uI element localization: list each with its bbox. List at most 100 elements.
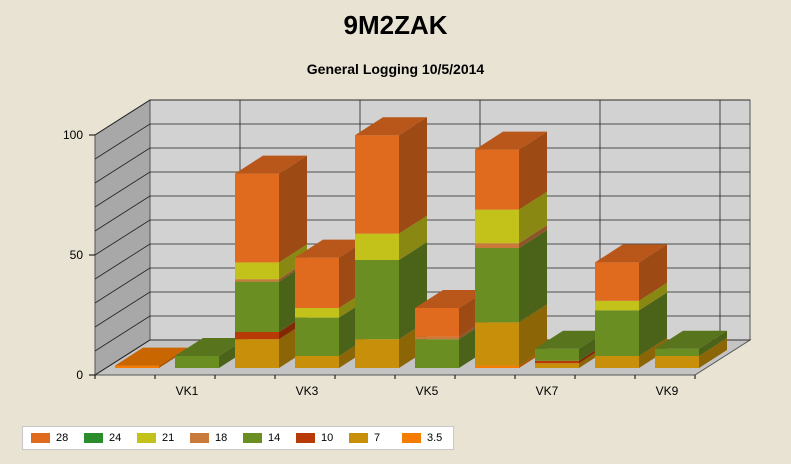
legend-item: 21 [129, 432, 182, 444]
gridline-left [94, 195, 151, 232]
bar-segment [235, 262, 279, 280]
bar-segment-side [699, 330, 727, 356]
bar-top [115, 347, 187, 366]
legend-label: 18 [215, 432, 228, 444]
bar-segment [535, 360, 579, 364]
bar-segment [235, 281, 279, 332]
legend-item: 10 [288, 432, 341, 444]
bar-segment [415, 336, 459, 340]
legend-swatch [349, 433, 368, 443]
bar-segment-side [279, 244, 307, 280]
bar-segment [535, 348, 579, 361]
legend-item: 28 [23, 432, 76, 444]
bar-segment-side [159, 347, 187, 368]
legend-label: 21 [162, 432, 175, 444]
gridline-left [94, 243, 151, 280]
x-tick-label: VK7 [536, 384, 559, 398]
legend-swatch [402, 433, 421, 443]
bar-top [355, 117, 427, 136]
x-tick-label: VK1 [176, 384, 199, 398]
bar-segment [475, 149, 519, 210]
bar-top [655, 330, 727, 349]
gridline-left [94, 291, 151, 328]
bar-segment [295, 356, 339, 368]
bar-top [595, 244, 667, 263]
bar-segment [355, 233, 399, 260]
bar-segment-side [639, 338, 667, 368]
bar-segment [355, 260, 399, 340]
legend-swatch [31, 433, 50, 443]
bar-segment-side [399, 215, 427, 260]
x-tick-label: VK5 [416, 384, 439, 398]
bar-top [535, 330, 607, 349]
bar-segment [415, 308, 459, 337]
bar-segment [175, 356, 219, 368]
bar-segment [355, 339, 399, 368]
legend-swatch [137, 433, 156, 443]
bar-segment [415, 339, 459, 368]
bar-segment-side [639, 244, 667, 301]
gridline-left [94, 99, 151, 136]
bar-segment-side [279, 155, 307, 263]
bar-top [415, 290, 487, 308]
legend-item: 18 [182, 432, 235, 444]
chart-plot: 0 50 100 VK1 VK3 VK5 VK7 VK9 [63, 99, 752, 398]
bar-segment-side [519, 230, 547, 323]
bar-segment [295, 257, 339, 308]
gridline-left [94, 123, 151, 160]
bar-segment-side [519, 131, 547, 210]
gridline-left [94, 147, 151, 184]
legend-swatch [190, 433, 209, 443]
bar-segment [475, 322, 519, 366]
legend-label: 10 [321, 432, 334, 444]
legend-swatch [84, 433, 103, 443]
bar-segment-side [699, 338, 727, 368]
y-tick-label: 100 [63, 128, 83, 142]
legend-item: 24 [76, 432, 129, 444]
bar-segment-side [519, 191, 547, 244]
x-tick-label: VK3 [296, 384, 319, 398]
bar-segment [595, 356, 639, 368]
y-tick-label: 0 [76, 368, 83, 382]
bar-segment-side [639, 282, 667, 311]
gridline-left [94, 267, 151, 304]
bar-segment [115, 365, 159, 368]
x-tick-label: VK9 [656, 384, 679, 398]
bar-segment [475, 365, 519, 368]
bar-segment [235, 332, 279, 340]
legend-swatch [243, 433, 262, 443]
legend-swatch [296, 433, 315, 443]
bar-segment [235, 339, 279, 368]
bar-segment [475, 248, 519, 323]
bar-segment [535, 363, 579, 368]
y-tick-label: 50 [70, 248, 84, 262]
bar-segment [655, 348, 699, 356]
legend-label: 3.5 [427, 432, 443, 444]
bar-segment-side [639, 292, 667, 356]
legend-item: 7 [341, 432, 394, 444]
gridline-left [94, 315, 151, 352]
bar-top [295, 239, 367, 258]
legend-label: 28 [56, 432, 69, 444]
bar-segment [235, 173, 279, 263]
bar-segment [235, 279, 279, 282]
bar-segment [475, 243, 519, 248]
chart-subtitle: General Logging 10/5/2014 [306, 61, 485, 77]
bar-top [475, 131, 547, 150]
bar-segment [295, 317, 339, 356]
chart-title: 9M2ZAK [343, 10, 448, 40]
bar-segment [595, 310, 639, 356]
bar-segment [475, 209, 519, 244]
gridline-left [94, 171, 151, 208]
legend-item: 14 [235, 432, 288, 444]
legend-item: 3.5 [394, 432, 447, 444]
bar-segment [355, 135, 399, 234]
legend-label: 14 [268, 432, 281, 444]
bar-segment [595, 262, 639, 301]
bar-segment [295, 308, 339, 318]
bar-segment [655, 356, 699, 368]
legend: 28 24 21 18 14 10 7 3.5 [22, 426, 454, 450]
legend-label: 7 [374, 432, 381, 444]
gridline-left [94, 219, 151, 256]
gridline-left [94, 339, 151, 376]
